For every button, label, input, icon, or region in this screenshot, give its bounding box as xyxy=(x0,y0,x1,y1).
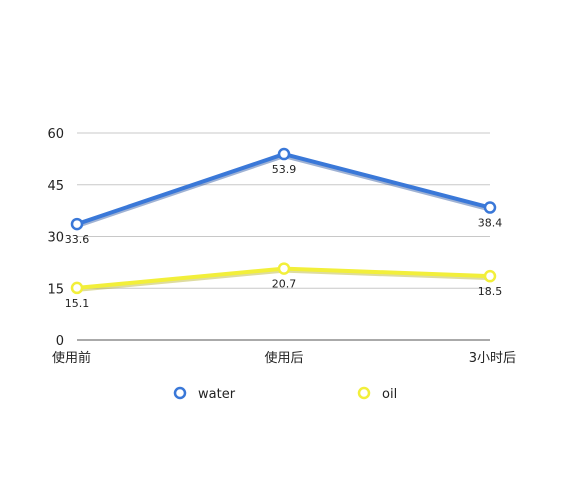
legend-item-water: water xyxy=(173,386,236,402)
legend-marker xyxy=(357,386,371,400)
x-tick-label: 使用后 xyxy=(264,350,303,366)
x-tick-label: 3小时后 xyxy=(469,351,516,366)
legend-label: oil xyxy=(382,387,397,402)
legend-item-oil: oil xyxy=(357,386,397,402)
data-point xyxy=(70,281,84,295)
legend: water oil xyxy=(173,386,397,402)
data-point xyxy=(483,201,497,214)
y-tick-label: 0 xyxy=(56,334,64,349)
x-tick-label: 使用前 xyxy=(52,350,91,366)
data-label: 53.9 xyxy=(272,163,297,176)
legend-marker xyxy=(173,386,187,400)
data-point xyxy=(277,262,291,275)
y-axis-ticks: 0 15 30 45 60 xyxy=(47,127,64,349)
legend-label: water xyxy=(198,387,236,402)
data-label: 18.5 xyxy=(478,285,503,298)
data-label: 38.4 xyxy=(478,217,503,230)
data-label: 20.7 xyxy=(272,278,297,291)
data-label: 15.1 xyxy=(65,297,90,310)
data-point xyxy=(277,147,291,161)
series-oil: 15.1 20.7 18.5 xyxy=(65,262,503,310)
data-point xyxy=(70,217,84,231)
y-tick-label: 60 xyxy=(47,127,64,142)
data-label: 33.6 xyxy=(65,233,90,246)
y-tick-label: 15 xyxy=(47,282,64,297)
y-tick-label: 30 xyxy=(47,231,64,246)
x-axis-ticks: 使用前 使用后 3小时后 xyxy=(52,350,516,366)
series-water: 33.6 53.9 38.4 xyxy=(65,147,503,246)
series-group: 33.6 53.9 38.4 15.1 20.7 18.5 xyxy=(65,147,503,310)
grid xyxy=(77,132,490,341)
data-point xyxy=(483,269,497,283)
y-tick-label: 45 xyxy=(47,179,64,194)
